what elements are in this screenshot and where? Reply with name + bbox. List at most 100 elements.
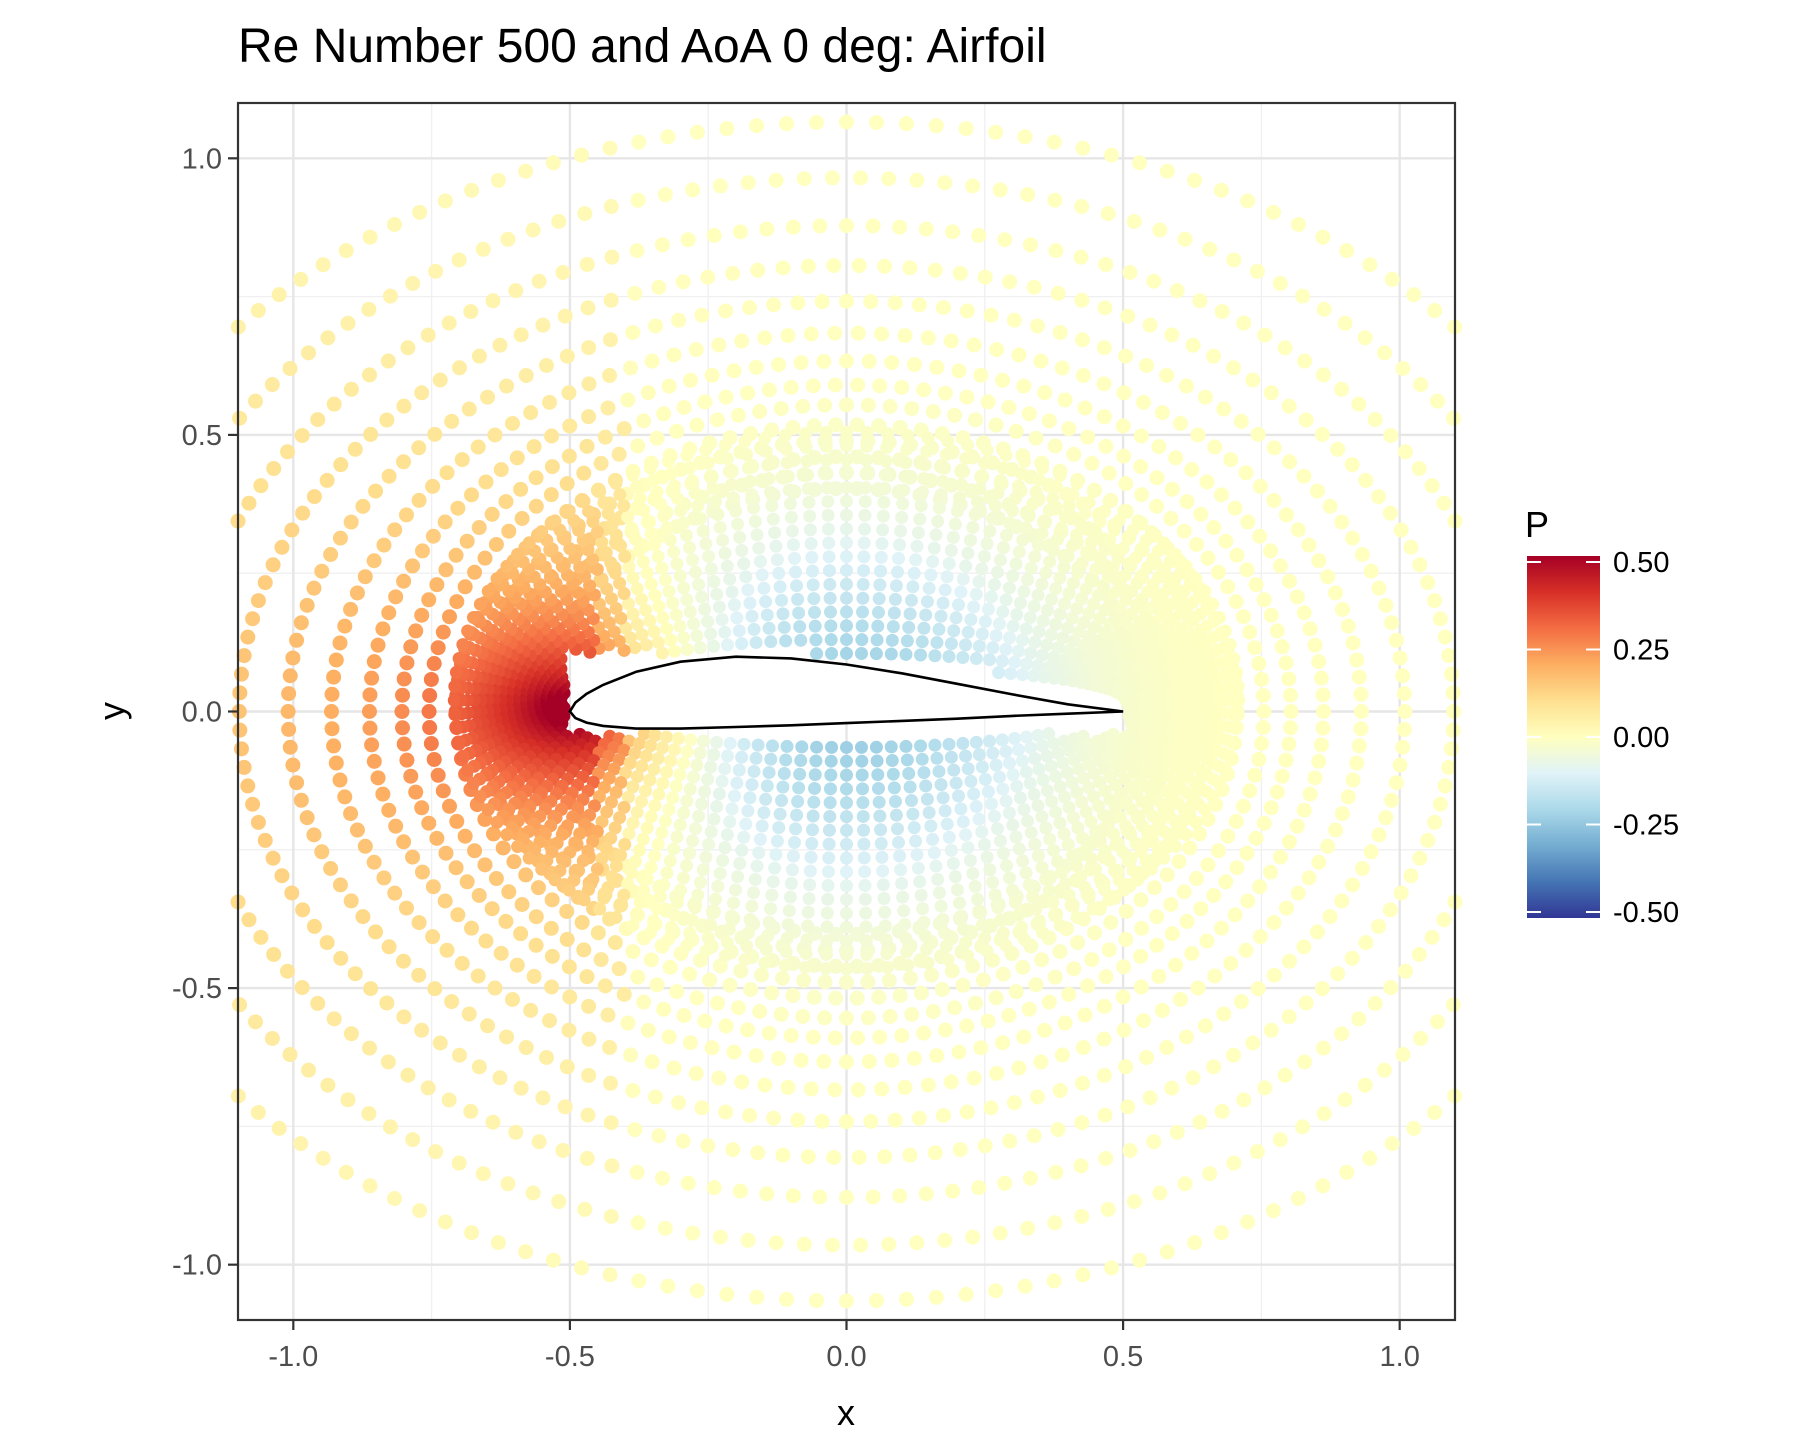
pressure-point [597,891,611,905]
pressure-point [1117,504,1131,518]
pressure-point [1397,704,1413,719]
pressure-point [823,796,837,810]
pressure-point [658,814,672,828]
pressure-point [607,935,623,951]
x-tick-label: -0.5 [545,1341,595,1373]
pressure-point [405,1132,421,1148]
pressure-point [924,568,938,582]
pressure-point [1311,854,1327,870]
pressure-point [959,828,973,842]
pressure-point [1042,660,1056,674]
pressure-point [675,1133,691,1149]
pressure-point [1096,409,1112,425]
pressure-point [988,499,1002,513]
pressure-point [1289,589,1305,605]
pressure-point [282,1047,298,1063]
pressure-point [561,959,577,975]
pressure-point [999,448,1013,462]
pressure-point [1302,786,1318,802]
pressure-point [785,988,801,1004]
pressure-point [671,312,687,328]
pressure-point [478,474,494,490]
pressure-point [231,704,247,719]
pressure-point [885,633,899,647]
pressure-point [343,514,359,530]
pressure-point [630,1215,646,1231]
pressure-point [414,1022,430,1038]
pressure-point [414,543,430,559]
pressure-point [869,647,883,661]
pressure-point [451,1047,467,1063]
pressure-point [271,1120,287,1136]
pressure-point [986,512,1000,526]
pressure-point [710,735,724,749]
pressure-point [481,584,495,598]
pressure-point [518,1244,534,1260]
pressure-point [1107,864,1121,878]
pressure-point [561,1022,577,1038]
pressure-point [916,382,932,398]
pressure-point [718,389,734,405]
pressure-point [630,480,644,494]
pressure-point [1120,1099,1136,1115]
pressure-point [617,800,631,814]
pressure-point [581,844,595,858]
pressure-point [765,888,779,902]
pressure-point [1281,454,1297,470]
pressure-point [1052,944,1068,960]
pressure-point [306,918,322,934]
pressure-point [1282,687,1298,703]
pressure-point [1254,736,1270,752]
pressure-point [492,337,508,353]
pressure-point [657,1220,673,1236]
pressure-point [548,514,562,528]
pressure-point [427,981,443,997]
pressure-point [734,1074,750,1090]
pressure-point [766,297,782,313]
pressure-point [622,827,636,841]
pressure-point [757,581,771,595]
pressure-point [733,857,747,871]
pressure-point [364,737,380,753]
pressure-point [441,1092,457,1108]
pressure-point [726,363,742,379]
pressure-point [362,229,378,245]
pressure-point [1197,1018,1213,1034]
pressure-point [726,1044,742,1060]
pressure-point [609,785,623,799]
pressure-point [1029,318,1045,334]
pressure-point [750,1145,766,1161]
pressure-point [702,549,716,563]
pressure-point [801,919,815,933]
pressure-point [663,854,677,868]
pressure-point [796,973,812,989]
pressure-point [427,426,443,442]
pressure-point [1066,899,1080,913]
pressure-point [1173,416,1189,432]
pressure-point [604,592,618,606]
pressure-point [1075,1267,1091,1283]
pressure-point [471,348,487,364]
pressure-point [1223,749,1237,763]
color-legend: P 0.500.250.00-0.25-0.50 [1525,504,1679,929]
pressure-point [1054,1047,1070,1063]
pressure-point [1021,1001,1037,1017]
pressure-point [725,265,741,281]
pressure-point [319,472,335,488]
pressure-point [1049,480,1063,494]
pressure-point [711,508,725,522]
pressure-point [944,637,958,651]
pressure-point [1411,461,1427,477]
pressure-point [944,543,958,557]
pressure-point [920,445,934,459]
pressure-point [1042,503,1056,517]
pressure-point [902,620,916,634]
pressure-point [1274,768,1290,784]
pressure-point [667,545,681,559]
pressure-point [803,326,819,342]
pressure-point [872,795,886,809]
pressure-point [745,899,759,913]
pressure-point [759,942,773,956]
pressure-point [1097,504,1111,518]
pressure-point [917,766,931,780]
